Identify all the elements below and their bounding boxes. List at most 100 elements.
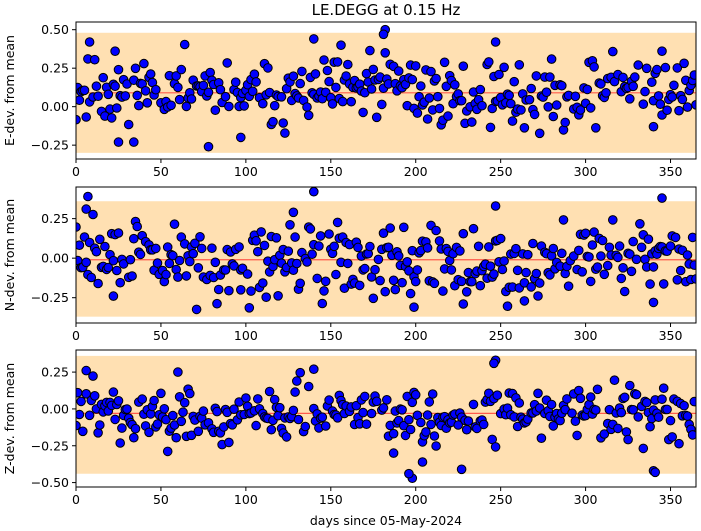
data-point xyxy=(117,423,127,433)
data-point xyxy=(280,128,290,138)
data-point xyxy=(468,223,479,234)
data-point xyxy=(478,419,489,430)
data-point xyxy=(229,404,239,415)
data-point xyxy=(674,105,684,116)
plot-frame xyxy=(75,186,697,324)
data-point xyxy=(393,66,404,76)
data-point xyxy=(546,54,557,64)
data-point xyxy=(176,64,187,75)
data-point xyxy=(295,367,306,378)
data-point xyxy=(115,438,125,448)
data-point xyxy=(129,233,139,244)
data-point xyxy=(332,413,343,423)
data-point xyxy=(319,286,329,296)
data-point xyxy=(382,395,392,405)
data-point xyxy=(292,376,302,386)
data-point xyxy=(339,283,350,294)
data-point xyxy=(331,82,341,93)
data-point xyxy=(475,84,486,95)
data-point xyxy=(108,387,119,397)
data-point xyxy=(669,80,679,91)
data-point xyxy=(236,132,246,143)
data-point xyxy=(91,246,102,257)
data-point xyxy=(236,285,246,295)
data-point xyxy=(113,228,124,238)
data-point xyxy=(152,419,163,429)
data-point xyxy=(410,390,421,400)
data-point xyxy=(305,224,316,234)
data-point xyxy=(293,414,304,425)
data-point xyxy=(431,441,441,451)
data-point xyxy=(484,242,494,252)
data-point xyxy=(161,269,171,280)
data-point xyxy=(84,410,95,421)
data-point xyxy=(543,102,554,112)
data-point xyxy=(492,390,503,401)
data-point xyxy=(252,394,263,404)
x-tick-label: 200 xyxy=(404,328,428,343)
data-point xyxy=(557,248,567,259)
y-tick-label: 0.00 xyxy=(41,99,69,114)
data-point xyxy=(410,61,421,71)
data-point xyxy=(273,291,283,301)
data-point xyxy=(439,57,450,68)
data-point xyxy=(422,243,433,253)
x-tick-label: 150 xyxy=(319,164,343,179)
data-point xyxy=(541,87,552,97)
y-tick-label: 0.50 xyxy=(41,22,69,37)
data-point xyxy=(592,384,603,395)
data-point xyxy=(173,82,183,93)
data-point xyxy=(477,100,487,111)
data-point xyxy=(613,252,623,263)
data-point xyxy=(276,92,287,102)
data-point xyxy=(88,209,98,220)
data-point xyxy=(416,81,426,91)
data-point xyxy=(456,276,467,287)
data-point xyxy=(572,430,582,441)
data-point xyxy=(383,242,394,253)
data-point xyxy=(399,222,409,233)
data-point xyxy=(380,48,391,58)
y-tick-label: 0.25 xyxy=(41,211,69,226)
data-point xyxy=(139,58,149,69)
data-point xyxy=(317,412,328,423)
data-point xyxy=(393,251,404,261)
data-point xyxy=(263,63,273,73)
data-point xyxy=(261,292,272,303)
plot-frame xyxy=(75,349,697,488)
data-point xyxy=(331,269,341,280)
data-point xyxy=(151,243,161,254)
data-point xyxy=(580,228,591,239)
data-point xyxy=(687,232,696,243)
data-point xyxy=(662,105,672,115)
data-point xyxy=(303,110,314,121)
data-point xyxy=(461,424,472,435)
data-point xyxy=(370,264,380,275)
data-point xyxy=(591,405,601,415)
data-point xyxy=(407,74,418,85)
data-point xyxy=(315,231,326,241)
data-point xyxy=(495,233,506,244)
data-point xyxy=(220,91,231,102)
data-point xyxy=(220,265,231,275)
data-point xyxy=(562,394,572,404)
data-point xyxy=(76,409,85,420)
data-point xyxy=(78,426,88,437)
scatter-points xyxy=(76,355,696,484)
data-point xyxy=(162,446,173,457)
data-point xyxy=(327,99,338,109)
data-point xyxy=(290,387,300,397)
data-point xyxy=(533,291,543,301)
data-point xyxy=(251,236,261,246)
data-point xyxy=(645,279,655,289)
data-point xyxy=(324,76,334,87)
data-point xyxy=(174,255,185,266)
data-point xyxy=(584,252,594,262)
data-point xyxy=(320,276,331,287)
data-point xyxy=(314,241,324,251)
data-point xyxy=(589,62,599,72)
data-point xyxy=(329,241,340,252)
data-point xyxy=(103,89,114,100)
data-point xyxy=(458,228,469,239)
data-point xyxy=(258,278,268,288)
